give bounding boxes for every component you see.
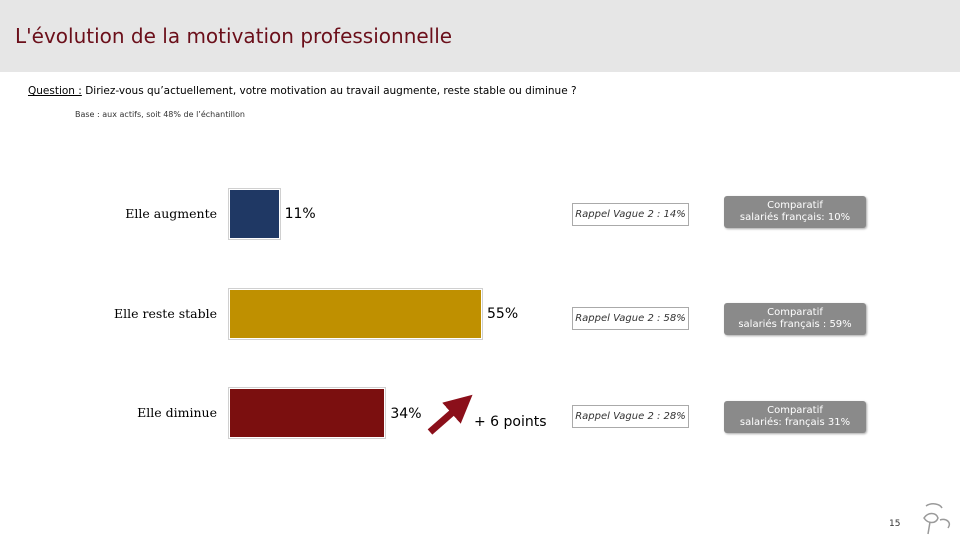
category-label-diminue: Elle diminue: [137, 405, 217, 420]
bar-augmente: [229, 189, 280, 239]
rappel-box-augmente: Rappel Vague 2 : 14%: [572, 203, 689, 226]
value-label-augmente: 11%: [284, 206, 316, 222]
comparatif-line-1: Comparatif: [767, 199, 823, 211]
value-label-diminue: 34%: [390, 406, 422, 422]
rappel-box-stable: Rappel Vague 2 : 58%: [572, 307, 689, 330]
comparatif-box-stable: Comparatif salariés français : 59%: [724, 303, 866, 335]
comparatif-box-augmente: Comparatif salariés français: 10%: [724, 196, 866, 228]
category-label-augmente: Elle augmente: [125, 206, 217, 221]
base-note: Base : aux actifs, soit 48% de l’échanti…: [75, 110, 245, 119]
question-label: Question :: [28, 85, 82, 97]
comparatif-line-2: salariés: français 31%: [739, 417, 851, 428]
rappel-box-diminue: Rappel Vague 2 : 28%: [572, 405, 689, 428]
comparatif-line-1: Comparatif: [767, 404, 823, 416]
brand-logo-icon: [923, 503, 951, 535]
comparatif-box-diminue: Comparatif salariés: français 31%: [724, 401, 866, 433]
question-line: Question : Diriez-vous qu’actuellement, …: [28, 85, 577, 97]
page-number: 15: [889, 519, 901, 529]
comparatif-line-1: Comparatif: [767, 306, 823, 318]
arrow-shaft: [427, 394, 473, 435]
comparatif-line-2: salariés français : 59%: [738, 319, 852, 330]
change-annotation: + 6 points: [474, 414, 547, 430]
value-label-stable: 55%: [487, 306, 519, 322]
header-band: [0, 0, 960, 72]
question-text: Diriez-vous qu’actuellement, votre motiv…: [85, 85, 577, 97]
category-label-stable: Elle reste stable: [114, 306, 217, 321]
bar-stable: [229, 289, 482, 339]
comparatif-line-2: salariés français: 10%: [739, 212, 851, 223]
page-title: L'évolution de la motivation professionn…: [15, 24, 453, 48]
bar-diminue: [229, 388, 386, 438]
